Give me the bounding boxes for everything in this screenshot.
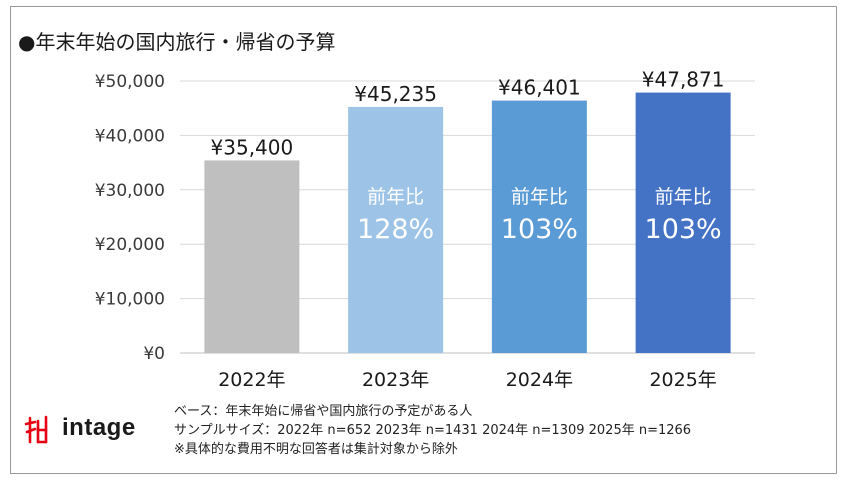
data-label: ¥47,871 <box>642 68 725 92</box>
bar <box>348 106 444 353</box>
y-tick-label: ¥20,000 <box>95 235 165 255</box>
yoy-label: 前年比 <box>367 186 424 208</box>
y-tick-label: ¥0 <box>143 344 165 364</box>
y-tick-label: ¥30,000 <box>95 181 165 201</box>
y-tick-label: ¥10,000 <box>95 290 165 310</box>
yoy-label: 前年比 <box>655 186 712 208</box>
y-tick-label: ¥50,000 <box>95 72 165 92</box>
yoy-label: 前年比 <box>511 186 568 208</box>
x-tick-label: 2023年 <box>362 369 429 391</box>
intage-logo-text: intage <box>62 414 136 441</box>
bar <box>635 92 731 353</box>
data-label: ¥45,235 <box>354 82 437 106</box>
x-tick-label: 2024年 <box>506 369 573 391</box>
yoy-value: 103% <box>501 214 578 245</box>
data-label: ¥35,400 <box>211 135 294 159</box>
yoy-value: 103% <box>645 214 722 245</box>
footnote-note: ※具体的な費用不明な回答者は集計対象から除外 <box>174 442 458 457</box>
x-tick-label: 2022年 <box>218 369 285 391</box>
bar <box>204 160 300 353</box>
chart-footnotes: ベース：年末年始に帰省や国内旅行の予定がある人 サンプルサイズ：2022年 n=… <box>174 402 691 459</box>
footnote-sample-size: サンプルサイズ：2022年 n=652 2023年 n=1431 2024年 n… <box>174 423 692 438</box>
x-tick-label: 2025年 <box>649 369 716 391</box>
intage-logo: intage <box>24 412 154 446</box>
y-tick-label: ¥40,000 <box>95 126 165 146</box>
bar <box>491 100 587 354</box>
chart-title: ●年末年始の国内旅行・帰省の予算 <box>18 30 336 54</box>
yoy-value: 128% <box>357 214 434 245</box>
footnote-base: ベース：年末年始に帰省や国内旅行の予定がある人 <box>174 404 473 419</box>
data-label: ¥46,401 <box>498 76 581 100</box>
intage-logo-icon <box>24 415 48 444</box>
